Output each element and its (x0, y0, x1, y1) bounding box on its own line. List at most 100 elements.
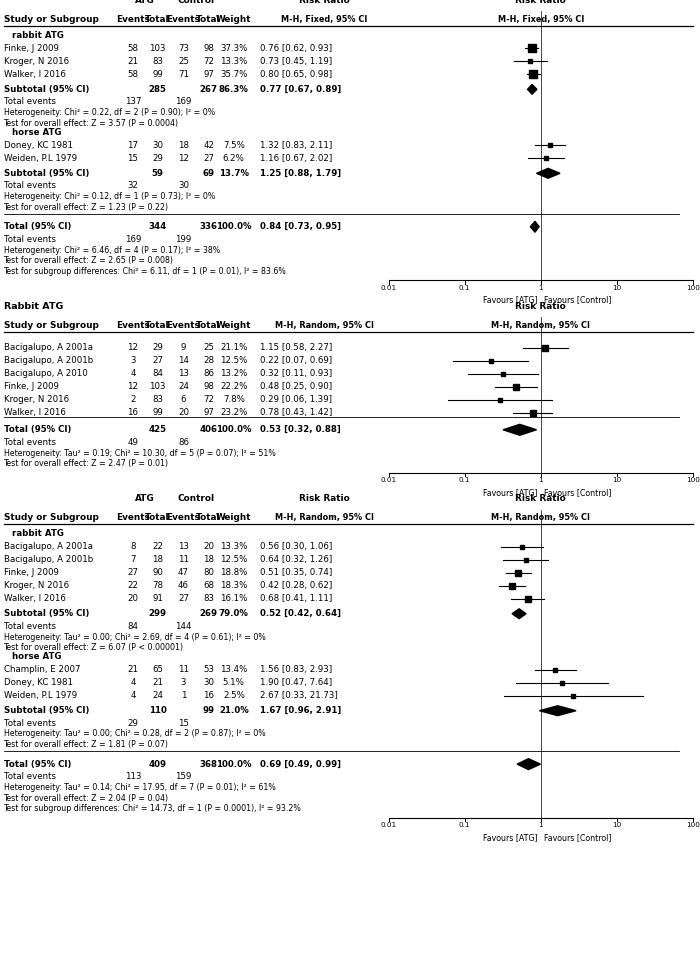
Text: 84: 84 (127, 622, 139, 631)
Text: 0.1: 0.1 (459, 285, 470, 291)
Text: Bacigalupo, A 2001b: Bacigalupo, A 2001b (4, 356, 92, 365)
Text: 103: 103 (149, 44, 166, 53)
Text: Total events: Total events (4, 622, 55, 631)
Text: 29: 29 (152, 344, 163, 352)
Text: Total: Total (145, 321, 170, 329)
Text: Heterogeneity: Chi² = 0.22, df = 2 (P = 0.90); I² = 0%: Heterogeneity: Chi² = 0.22, df = 2 (P = … (4, 108, 215, 117)
Text: 0.76 [0.62, 0.93]: 0.76 [0.62, 0.93] (260, 44, 332, 53)
Text: 1: 1 (538, 285, 543, 291)
Text: 409: 409 (148, 760, 167, 768)
Text: 27: 27 (178, 594, 189, 603)
Text: 406: 406 (199, 426, 218, 434)
Text: Events: Events (116, 321, 150, 329)
Text: 0.1: 0.1 (459, 822, 470, 828)
Text: Heterogeneity: Tau² = 0.00; Chi² = 2.69, df = 4 (P = 0.61); I² = 0%: Heterogeneity: Tau² = 0.00; Chi² = 2.69,… (4, 633, 265, 641)
Text: Weight: Weight (216, 513, 251, 522)
Text: 144: 144 (175, 622, 192, 631)
Text: Walker, I 2016: Walker, I 2016 (4, 408, 65, 417)
Text: 0.22 [0.07, 0.69]: 0.22 [0.07, 0.69] (260, 356, 332, 365)
Text: 3: 3 (181, 678, 186, 688)
Text: 1.90 [0.47, 7.64]: 1.90 [0.47, 7.64] (260, 678, 332, 688)
Text: 90: 90 (152, 568, 163, 577)
Text: 0.77 [0.67, 0.89]: 0.77 [0.67, 0.89] (260, 85, 342, 93)
Text: 169: 169 (125, 235, 141, 244)
Text: Subtotal (95% CI): Subtotal (95% CI) (4, 85, 89, 93)
Polygon shape (540, 706, 576, 716)
Text: Favours [ATG]: Favours [ATG] (483, 296, 538, 304)
Text: 2.67 [0.33, 21.73]: 2.67 [0.33, 21.73] (260, 691, 338, 700)
Text: Rabbit ATG: Rabbit ATG (4, 301, 63, 311)
Text: 0.69 [0.49, 0.99]: 0.69 [0.49, 0.99] (260, 760, 342, 768)
Text: Heterogeneity: Chi² = 0.12, df = 1 (P = 0.73); I² = 0%: Heterogeneity: Chi² = 0.12, df = 1 (P = … (4, 192, 215, 201)
Text: 0.68 [0.41, 1.11]: 0.68 [0.41, 1.11] (260, 594, 332, 603)
Text: Favours [Control]: Favours [Control] (545, 833, 612, 842)
Text: M-H, Fixed, 95% CI: M-H, Fixed, 95% CI (498, 14, 584, 23)
Text: Test for subgroup differences: Chi² = 14.73, df = 1 (P = 0.0001), I² = 93.2%: Test for subgroup differences: Chi² = 14… (4, 804, 301, 813)
Text: 58: 58 (127, 44, 139, 53)
Text: Test for overall effect: Z = 6.07 (P < 0.00001): Test for overall effect: Z = 6.07 (P < 0… (4, 643, 183, 652)
Text: Weight: Weight (216, 14, 251, 23)
Text: 29: 29 (152, 154, 163, 163)
Text: ATG: ATG (135, 494, 155, 504)
Text: 27: 27 (152, 356, 163, 365)
Text: 0.52 [0.42, 0.64]: 0.52 [0.42, 0.64] (260, 610, 342, 618)
Text: 6: 6 (181, 396, 186, 404)
Text: 97: 97 (203, 408, 214, 417)
Text: Walker, I 2016: Walker, I 2016 (4, 70, 65, 79)
Text: 30: 30 (203, 678, 214, 688)
Text: 1.56 [0.83, 2.93]: 1.56 [0.83, 2.93] (260, 665, 332, 674)
Text: 23.2%: 23.2% (220, 408, 248, 417)
Text: Events: Events (116, 14, 150, 23)
Text: 78: 78 (152, 582, 163, 590)
Text: 0.84 [0.73, 0.95]: 0.84 [0.73, 0.95] (260, 222, 342, 231)
Text: 0.56 [0.30, 1.06]: 0.56 [0.30, 1.06] (260, 542, 332, 551)
Text: 368: 368 (199, 760, 218, 768)
Text: 0.53 [0.32, 0.88]: 0.53 [0.32, 0.88] (260, 426, 341, 434)
Text: Favours [ATG]: Favours [ATG] (483, 488, 538, 497)
Text: 99: 99 (202, 706, 215, 716)
Text: Weiden, P.L 1979: Weiden, P.L 1979 (4, 691, 76, 700)
Text: 58: 58 (127, 70, 139, 79)
Text: 98: 98 (203, 382, 214, 391)
Text: 11: 11 (178, 665, 189, 674)
Text: Bacigalupo, A 2001a: Bacigalupo, A 2001a (4, 344, 92, 352)
Text: 100.0%: 100.0% (216, 222, 251, 231)
Text: 0.42 [0.28, 0.62]: 0.42 [0.28, 0.62] (260, 582, 332, 590)
Text: Total events: Total events (4, 235, 55, 244)
Text: Total: Total (145, 513, 170, 522)
Text: 2: 2 (130, 396, 136, 404)
Text: 59: 59 (152, 169, 163, 178)
Text: Risk Ratio: Risk Ratio (299, 0, 350, 5)
Text: 86.3%: 86.3% (219, 85, 248, 93)
Text: 20: 20 (178, 408, 189, 417)
Text: 83: 83 (152, 396, 163, 404)
Text: 83: 83 (203, 594, 214, 603)
Text: 100.0%: 100.0% (216, 426, 251, 434)
Text: 17: 17 (127, 141, 139, 150)
Text: 97: 97 (203, 70, 214, 79)
Text: Doney, KC 1981: Doney, KC 1981 (4, 678, 73, 688)
Text: 285: 285 (148, 85, 167, 93)
Text: Total: Total (196, 321, 221, 329)
Text: Subtotal (95% CI): Subtotal (95% CI) (4, 169, 89, 178)
Text: Test for overall effect: Z = 2.65 (P = 0.008): Test for overall effect: Z = 2.65 (P = 0… (4, 256, 174, 265)
Text: Bacigalupo, A 2001b: Bacigalupo, A 2001b (4, 556, 92, 564)
Text: 13: 13 (178, 542, 189, 551)
Text: 12: 12 (178, 154, 189, 163)
Text: 100.0%: 100.0% (216, 760, 251, 768)
Text: 13.3%: 13.3% (220, 542, 248, 551)
Text: 5.1%: 5.1% (223, 678, 245, 688)
Text: 1.25 [0.88, 1.79]: 1.25 [0.88, 1.79] (260, 169, 342, 178)
Text: 1.16 [0.67, 2.02]: 1.16 [0.67, 2.02] (260, 154, 332, 163)
Text: 73: 73 (178, 44, 189, 53)
Text: M-H, Random, 95% CI: M-H, Random, 95% CI (491, 321, 590, 329)
Text: 159: 159 (175, 772, 192, 781)
Text: Events: Events (167, 14, 200, 23)
Text: Events: Events (167, 513, 200, 522)
Text: 99: 99 (152, 70, 163, 79)
Text: 30: 30 (178, 181, 189, 191)
Text: 16: 16 (127, 408, 139, 417)
Text: 65: 65 (152, 665, 163, 674)
Text: M-H, Random, 95% CI: M-H, Random, 95% CI (275, 321, 374, 329)
Text: Kroger, N 2016: Kroger, N 2016 (4, 396, 69, 404)
